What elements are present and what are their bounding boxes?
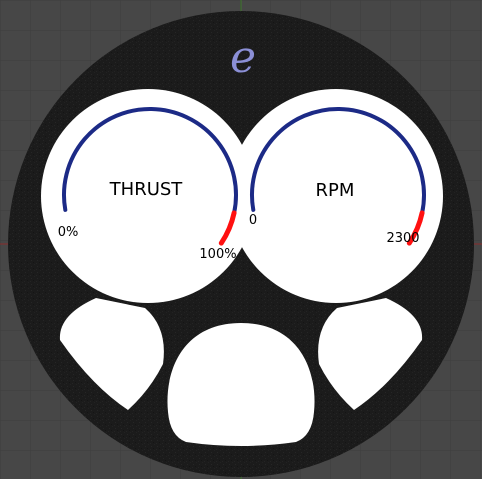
logo-glyph: e bbox=[230, 32, 256, 83]
thrust-gauge-title: THRUST bbox=[109, 179, 184, 200]
thrust-gauge-face bbox=[41, 89, 255, 303]
slot-lower-center bbox=[167, 323, 315, 446]
rpm-gauge-title: RPM bbox=[316, 180, 355, 201]
thrust-max-label: 100% bbox=[199, 247, 236, 262]
rpm-min-label: 0 bbox=[249, 213, 257, 228]
thrust-redline-arc bbox=[218, 210, 237, 246]
thrust-scale-arc bbox=[61, 106, 238, 215]
slot-lower-left bbox=[59, 298, 164, 410]
thrust-min-label: 0% bbox=[58, 225, 79, 240]
slot-lower-right bbox=[318, 298, 423, 410]
rpm-max-label: 2300 bbox=[386, 231, 419, 246]
rpm-redline-arc bbox=[406, 210, 425, 246]
rpm-scale-arc bbox=[249, 106, 426, 215]
rpm-gauge-face bbox=[229, 89, 443, 303]
